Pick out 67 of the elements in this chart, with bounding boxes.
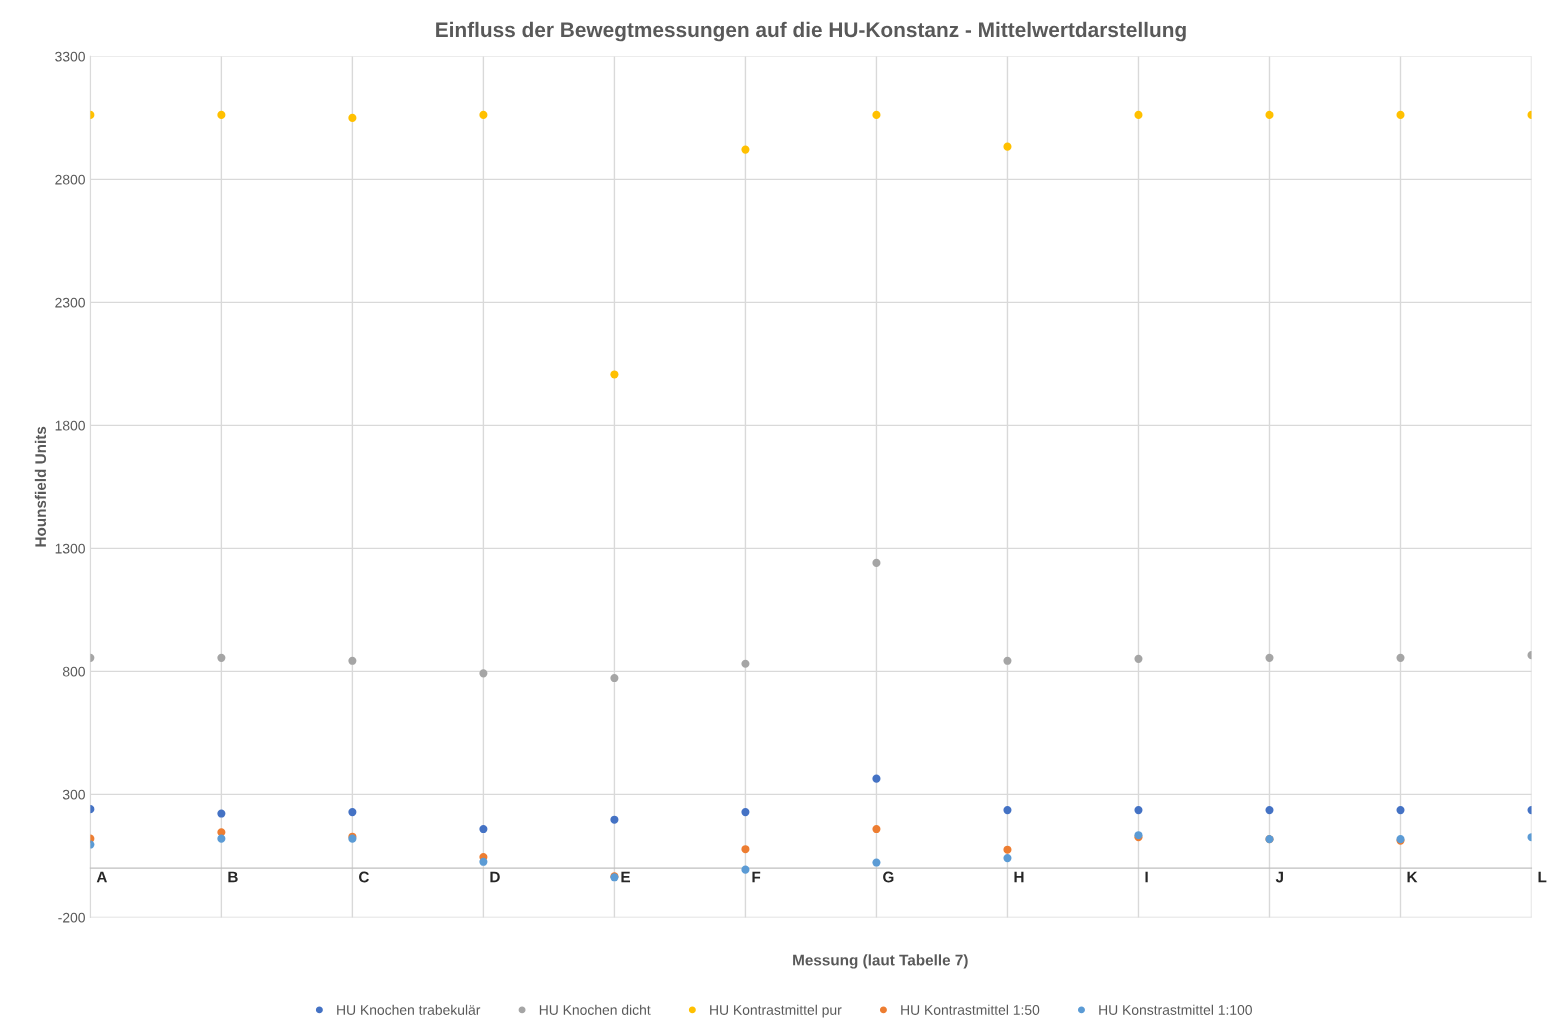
y-tick-label: 1800	[55, 420, 85, 431]
x-tick-label: F	[752, 871, 761, 883]
y-axis-title: Hounsfield Units	[34, 426, 47, 547]
point	[348, 656, 357, 665]
point	[872, 825, 881, 834]
point	[741, 145, 750, 154]
point	[1003, 656, 1012, 665]
point	[610, 370, 619, 379]
point	[479, 857, 488, 866]
x-tick-label: H	[1014, 871, 1024, 883]
legend-label: HU Konstrastmittel 1:100	[1099, 1004, 1252, 1015]
point	[1265, 806, 1274, 815]
point	[1003, 854, 1012, 863]
point	[741, 865, 750, 874]
y-tick-label: -200	[58, 912, 85, 923]
x-tick-label: A	[96, 871, 107, 883]
x-tick-label: J	[1275, 871, 1283, 883]
point	[217, 834, 226, 843]
x-tick-label: K	[1407, 871, 1418, 883]
legend-label: HU Kontrastmittel 1:50	[901, 1004, 1040, 1015]
point	[610, 673, 619, 683]
y-tick-label: 2300	[55, 297, 85, 308]
x-tick-label: I	[1145, 871, 1148, 883]
point	[217, 653, 226, 662]
point	[741, 808, 750, 817]
point	[610, 815, 619, 824]
legend-label: HU Knochen dicht	[539, 1004, 651, 1015]
x-tick-label: L	[1538, 871, 1547, 883]
point	[1134, 806, 1143, 815]
legend-label: HU Knochen trabekulär	[337, 1004, 481, 1015]
point	[872, 858, 881, 867]
x-tick-label: G	[883, 871, 894, 883]
y-tick-label: 1300	[55, 543, 85, 554]
legend-label: HU Kontrastmittel pur	[710, 1004, 842, 1018]
point	[741, 659, 750, 668]
point	[348, 808, 357, 817]
x-tick-label: D	[490, 871, 500, 883]
point	[1396, 653, 1405, 662]
point	[741, 845, 750, 854]
point	[1003, 806, 1012, 815]
point	[872, 774, 881, 783]
y-tick-label: 300	[62, 789, 85, 800]
point	[1396, 806, 1405, 815]
point	[1396, 110, 1405, 119]
point	[872, 558, 881, 567]
point	[1265, 110, 1274, 119]
x-tick-label: E	[621, 871, 631, 883]
y-tick-label: 3300	[55, 51, 85, 62]
point	[1134, 110, 1143, 119]
point	[479, 825, 488, 834]
y-tick-label: 800	[62, 666, 85, 677]
point	[217, 110, 226, 119]
point	[1003, 845, 1012, 854]
chart-title: Einfluss der Bewegtmessungen auf die HU-Konstanz - Mittelwertdarstellung	[436, 21, 1186, 42]
x-axis-title: Messung (laut Tabelle 7)	[793, 954, 968, 969]
point	[1134, 654, 1143, 663]
point	[217, 828, 226, 837]
point	[217, 809, 226, 818]
point	[479, 110, 488, 119]
point	[1265, 653, 1274, 662]
point	[872, 110, 881, 119]
x-tick-label: B	[228, 871, 238, 883]
x-tick-label: C	[359, 871, 370, 883]
point	[1003, 142, 1012, 151]
point	[479, 669, 488, 678]
point	[348, 113, 357, 122]
y-tick-label: 2800	[55, 174, 85, 185]
